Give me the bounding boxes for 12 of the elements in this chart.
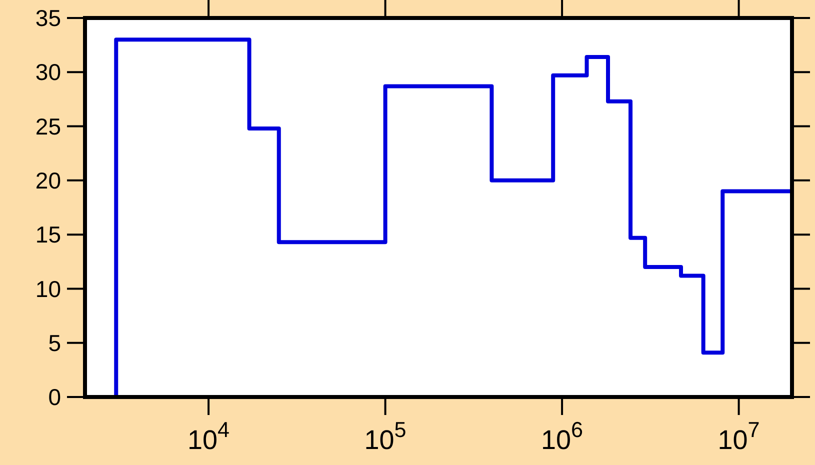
y-tick-label: 5 — [48, 330, 61, 356]
y-tick-label: 30 — [35, 59, 61, 86]
x-tick-label: 10$^{5}$ — [364, 416, 406, 455]
x-tick-label: 10$^{6}$ — [541, 416, 584, 455]
x-tick-label: 10$^{4}$ — [188, 416, 230, 455]
y-tick-label: 15 — [35, 222, 61, 248]
x-tick-label: 10$^{7}$ — [718, 416, 760, 455]
y-tick-label: 25 — [35, 113, 61, 140]
y-tick-label: 20 — [35, 167, 61, 194]
y-tick-label: 10 — [35, 276, 61, 302]
y-tick-label: 0 — [48, 384, 61, 410]
y-tick-label: 35 — [35, 5, 61, 32]
